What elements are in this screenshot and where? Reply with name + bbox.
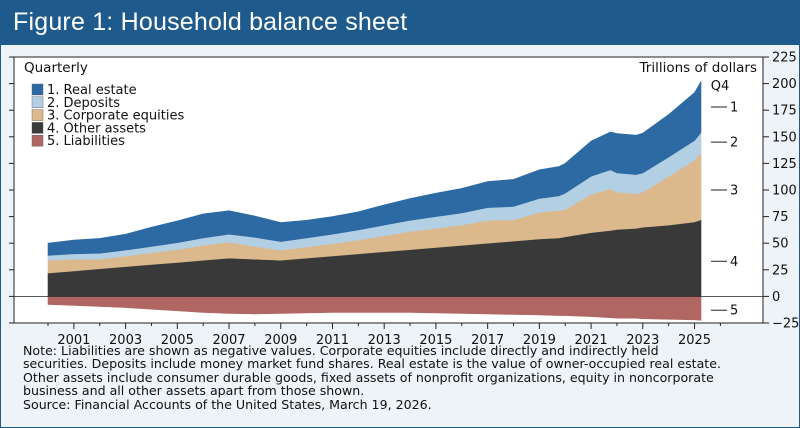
- x-tick-label: 2021: [575, 333, 608, 345]
- legend-label-3: 3. Corporate equities: [47, 109, 184, 124]
- series-key-label-1: 1: [730, 101, 738, 116]
- y-tick-label: 150: [772, 130, 797, 145]
- legend-label-4: 4. Other assets: [47, 121, 146, 136]
- series-key-label-2: 2: [730, 136, 738, 151]
- y-tick-label: 225: [772, 51, 797, 66]
- y-tick-label: 175: [772, 104, 797, 119]
- x-tick-label: 2025: [678, 333, 711, 345]
- y-tick-label: −25: [772, 317, 799, 332]
- legend-swatch-2: [31, 96, 44, 108]
- figure-note: Note: Liabilities are shown as negative …: [23, 344, 793, 411]
- y-tick-label: 25: [772, 263, 789, 278]
- x-tick-label: 2015: [419, 333, 452, 345]
- note-line: Note: Liabilities are shown as negative …: [23, 343, 659, 358]
- note-line: Source: Financial Accounts of the United…: [23, 396, 432, 412]
- series-key-label-4: 4: [730, 255, 738, 270]
- area-5: [47, 296, 702, 321]
- legend-label-1: 1. Real estate: [47, 83, 137, 98]
- x-tick-label: 2005: [161, 333, 194, 345]
- legend-swatch-5: [31, 134, 44, 147]
- x-tick-label: 2009: [264, 333, 297, 345]
- legend-label-2: 2. Deposits: [47, 96, 120, 111]
- x-tick-label: 2001: [57, 333, 90, 345]
- y-tick-label: 75: [772, 210, 789, 225]
- x-tick-label: 2003: [109, 333, 142, 345]
- x-tick-label: 2023: [626, 333, 659, 345]
- y-tick-label: 50: [772, 237, 789, 252]
- x-tick-label: 2007: [212, 333, 245, 345]
- note-line: securities. Deposits include money marke…: [23, 356, 721, 372]
- legend-swatch-1: [31, 83, 44, 96]
- legend-label-5: 5. Liabilities: [47, 134, 125, 149]
- y-tick-label: 0: [772, 290, 780, 305]
- x-tick-label: 2019: [523, 333, 556, 345]
- last-period-label: Q4: [711, 79, 730, 94]
- x-tick-label: 2013: [368, 333, 401, 345]
- legend-swatch-3: [31, 109, 44, 121]
- legend-swatch-4: [31, 122, 44, 134]
- note-line: business and all other assets apart from…: [23, 383, 365, 399]
- x-tick-label: 2017: [471, 333, 504, 345]
- series-key-label-5: 5: [730, 304, 738, 319]
- y-tick-label: 200: [772, 77, 797, 92]
- frequency-label: Quarterly: [24, 60, 88, 76]
- x-tick-label: 2011: [316, 333, 349, 345]
- area-1: [47, 80, 702, 256]
- figure-title: Figure 1: Household balance sheet: [13, 8, 408, 36]
- series-key-label-3: 3: [730, 184, 738, 199]
- note-line: Other assets include consumer durable go…: [23, 369, 714, 385]
- y-tick-label: 125: [772, 157, 797, 172]
- figure-title-bar: Figure 1: Household balance sheet: [1, 1, 799, 45]
- y-tick-label: 100: [772, 184, 797, 199]
- units-label: Trillions of dollars: [639, 60, 757, 76]
